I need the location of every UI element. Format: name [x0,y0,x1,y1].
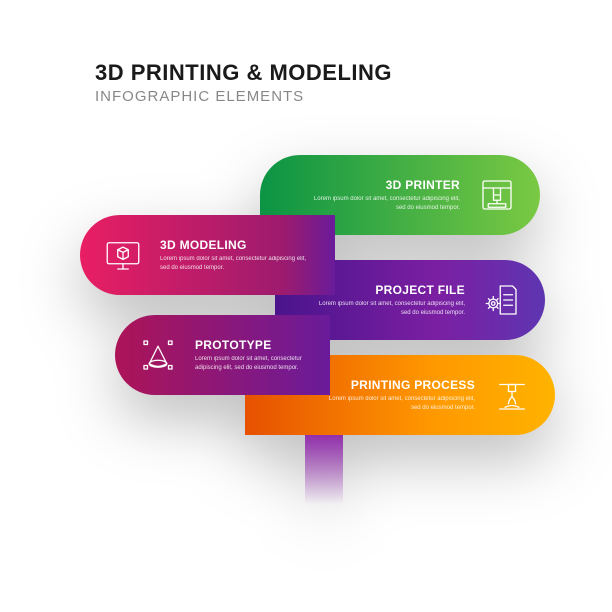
header: 3D PRINTING & MODELING INFOGRAPHIC ELEME… [95,60,392,105]
leaf-label: PRINTING PROCESS [325,378,475,392]
leaf-desc: Lorem ipsum dolor sit amet, consectetur … [160,255,310,272]
leaf-label: PROTOTYPE [195,338,308,352]
leaf-3d-modeling: 3D MODELING Lorem ipsum dolor sit amet, … [80,215,335,295]
infographic-container: 3D PRINTER Lorem ipsum dolor sit amet, c… [60,140,560,520]
leaf-text: PRINTING PROCESS Lorem ipsum dolor sit a… [325,378,475,412]
leaf-label: 3D MODELING [160,238,310,252]
file-gear-icon [481,279,523,321]
printer-3d-icon [476,174,518,216]
modeling-monitor-icon [102,234,144,276]
leaf-label: PROJECT FILE [315,283,465,297]
leaf-text: PROJECT FILE Lorem ipsum dolor sit amet,… [315,283,465,317]
page-subtitle: INFOGRAPHIC ELEMENTS [95,88,392,105]
leaf-label: 3D PRINTER [310,178,460,192]
printing-process-icon [491,374,533,416]
page-title: 3D PRINTING & MODELING [95,60,392,86]
leaf-desc: Lorem ipsum dolor sit amet, consectetur … [195,355,308,372]
stem [305,430,343,505]
leaf-prototype: PROTOTYPE Lorem ipsum dolor sit amet, co… [115,315,330,395]
prototype-cone-icon [137,334,179,376]
leaf-text: 3D MODELING Lorem ipsum dolor sit amet, … [160,238,310,272]
leaf-desc: Lorem ipsum dolor sit amet, consectetur … [310,195,460,212]
leaf-text: 3D PRINTER Lorem ipsum dolor sit amet, c… [310,178,460,212]
leaf-desc: Lorem ipsum dolor sit amet, consectetur … [325,395,475,412]
leaf-text: PROTOTYPE Lorem ipsum dolor sit amet, co… [195,338,308,372]
leaf-desc: Lorem ipsum dolor sit amet, consectetur … [315,300,465,317]
